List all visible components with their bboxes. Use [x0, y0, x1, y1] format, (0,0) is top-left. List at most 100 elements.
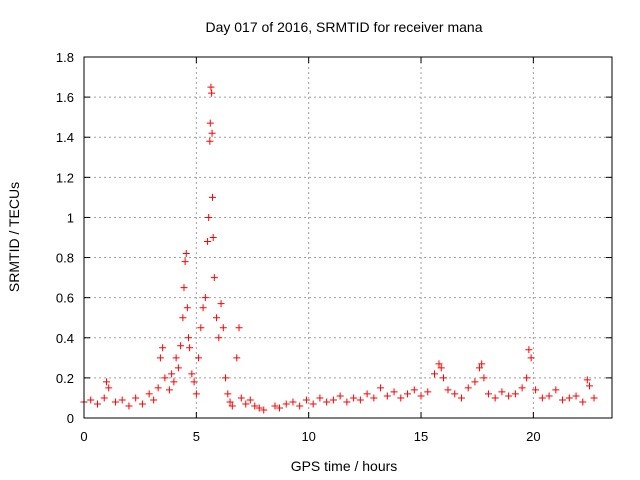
- data-point: [165, 386, 173, 394]
- data-point: [417, 392, 425, 400]
- y-tick-label: 0.2: [56, 371, 74, 386]
- data-point: [208, 89, 216, 97]
- y-tick-label: 0.4: [56, 331, 74, 346]
- data-point: [475, 364, 483, 372]
- data-point: [226, 398, 234, 406]
- data-point: [586, 382, 594, 390]
- data-point: [329, 396, 337, 404]
- data-point: [505, 392, 513, 400]
- data-point: [532, 386, 540, 394]
- data-point: [545, 392, 553, 400]
- data-point: [125, 402, 133, 410]
- y-tick-label: 0.6: [56, 291, 74, 306]
- data-point: [579, 398, 587, 406]
- data-point: [93, 400, 101, 408]
- y-tick-label: 1.2: [56, 170, 74, 185]
- data-point: [105, 384, 113, 392]
- data-point: [201, 294, 209, 302]
- data-point: [209, 234, 217, 241]
- data-point: [246, 396, 254, 404]
- data-point: [183, 304, 191, 312]
- data-point: [309, 400, 317, 408]
- data-point: [377, 384, 385, 392]
- data-point: [583, 376, 591, 384]
- data-point: [451, 390, 459, 398]
- data-point: [370, 394, 378, 402]
- data-points: [80, 83, 598, 414]
- data-point: [282, 400, 290, 408]
- data-point: [302, 396, 310, 404]
- data-point: [478, 360, 486, 368]
- data-point: [210, 274, 218, 282]
- data-point: [179, 314, 187, 322]
- data-point: [186, 344, 194, 352]
- data-point: [195, 354, 203, 362]
- data-point: [260, 406, 268, 414]
- data-point: [182, 250, 190, 258]
- data-point: [170, 378, 178, 386]
- x-tick-label: 20: [526, 429, 540, 444]
- data-point: [559, 396, 567, 404]
- data-point: [138, 400, 146, 408]
- data-point: [404, 390, 412, 398]
- data-point: [184, 334, 192, 342]
- data-point: [464, 384, 472, 392]
- data-point: [275, 404, 283, 412]
- data-point: [525, 346, 533, 354]
- y-tick-label: 1.4: [56, 130, 74, 145]
- data-point: [439, 374, 447, 382]
- data-point: [363, 390, 371, 398]
- data-point: [383, 392, 391, 400]
- data-point: [255, 404, 263, 412]
- data-point: [219, 324, 227, 332]
- data-point: [565, 394, 573, 402]
- data-point: [235, 324, 243, 332]
- data-point: [296, 402, 304, 410]
- data-point: [511, 390, 519, 398]
- data-point: [159, 344, 167, 352]
- data-point: [228, 402, 236, 410]
- data-point: [150, 396, 158, 404]
- data-point: [154, 384, 162, 392]
- data-point: [204, 238, 212, 246]
- data-point: [316, 394, 324, 402]
- data-point: [498, 388, 506, 396]
- data-point: [174, 364, 182, 372]
- data-point: [181, 258, 189, 266]
- data-point: [209, 193, 217, 201]
- data-point: [410, 386, 418, 394]
- data-point: [289, 398, 297, 406]
- data-point: [484, 390, 492, 398]
- data-point: [217, 300, 225, 308]
- data-point: [192, 390, 200, 398]
- x-tick-label: 0: [80, 429, 87, 444]
- data-point: [208, 129, 216, 137]
- data-point: [172, 354, 180, 362]
- data-point: [336, 392, 344, 400]
- data-point: [471, 378, 479, 386]
- data-point: [207, 83, 215, 91]
- data-point: [206, 119, 214, 127]
- data-point: [424, 388, 432, 396]
- data-point: [156, 354, 164, 362]
- data-point: [145, 390, 153, 398]
- x-tick-label: 10: [301, 429, 315, 444]
- data-point: [437, 364, 445, 372]
- data-point: [480, 374, 488, 382]
- data-point: [343, 398, 351, 406]
- data-point: [224, 390, 232, 398]
- data-point: [215, 334, 223, 342]
- data-point: [222, 374, 230, 382]
- data-point: [190, 378, 198, 386]
- data-point: [237, 394, 245, 402]
- data-point: [168, 370, 176, 378]
- data-point: [527, 354, 535, 362]
- data-point: [435, 360, 443, 368]
- data-point: [206, 137, 214, 145]
- data-point: [457, 394, 465, 402]
- data-point: [444, 386, 452, 394]
- y-tick-label: 0: [67, 411, 74, 426]
- data-point: [431, 370, 439, 378]
- data-point: [390, 388, 398, 396]
